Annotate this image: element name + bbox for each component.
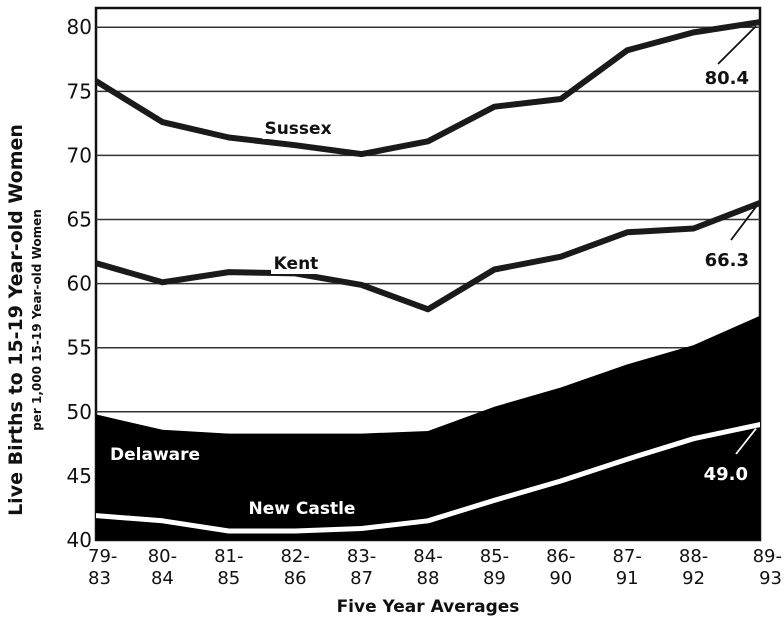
- x-tick-label-10-bottom: 93: [759, 568, 782, 589]
- y-axis-label: Live Births to 15-19 Year-old Women: [5, 124, 27, 516]
- series-label-new-castle: New Castle: [249, 499, 356, 519]
- x-tick-label-5-top: 84-: [413, 546, 442, 567]
- x-tick-label-10-top: 89-: [753, 546, 782, 567]
- x-tick-label-2-top: 81-: [214, 546, 243, 567]
- x-tick-label-9-top: 88-: [679, 546, 708, 567]
- y-tick-label-60: 60: [67, 272, 92, 296]
- y-tick-label-50: 50: [67, 400, 92, 424]
- x-tick-label-0-top: 79-: [88, 546, 117, 567]
- x-tick-label-4-top: 83-: [347, 546, 376, 567]
- x-tick-label-6-bottom: 89: [483, 568, 506, 589]
- x-tick-label-8-top: 87-: [612, 546, 641, 567]
- x-tick-label-5-bottom: 88: [417, 568, 440, 589]
- end-value-label-new-castle: 49.0: [704, 464, 748, 485]
- x-tick-label-7-top: 86-: [546, 546, 575, 567]
- x-tick-label-4-bottom: 87: [350, 568, 373, 589]
- y-tick-label-80: 80: [67, 15, 92, 39]
- x-tick-label-1-top: 80-: [148, 546, 177, 567]
- x-tick-label-2-bottom: 85: [217, 568, 240, 589]
- end-value-label-kent: 66.3: [705, 250, 749, 271]
- x-tick-label-1-bottom: 84: [151, 568, 174, 589]
- series-label-delaware: Delaware: [110, 445, 200, 465]
- y-tick-label-75: 75: [67, 79, 92, 103]
- x-tick-label-0-bottom: 83: [88, 568, 111, 589]
- y-tick-label-55: 55: [67, 336, 92, 360]
- end-value-label-sussex: 80.4: [705, 68, 749, 89]
- x-tick-label-3-top: 82-: [280, 546, 309, 567]
- y-axis-sublabel: per 1,000 15-19 Year-old Women: [30, 209, 44, 431]
- x-tick-label-9-bottom: 92: [682, 568, 705, 589]
- x-axis-label: Five Year Averages: [337, 597, 520, 617]
- y-tick-label-70: 70: [67, 143, 92, 167]
- x-tick-label-3-bottom: 86: [284, 568, 307, 589]
- series-label-sussex: Sussex: [264, 119, 331, 139]
- series-label-kent: Kent: [274, 254, 319, 274]
- y-tick-label-65: 65: [67, 208, 92, 232]
- x-tick-label-6-top: 85-: [480, 546, 509, 567]
- x-tick-label-8-bottom: 91: [616, 568, 639, 589]
- x-tick-label-7-bottom: 90: [549, 568, 572, 589]
- y-tick-label-45: 45: [67, 464, 92, 488]
